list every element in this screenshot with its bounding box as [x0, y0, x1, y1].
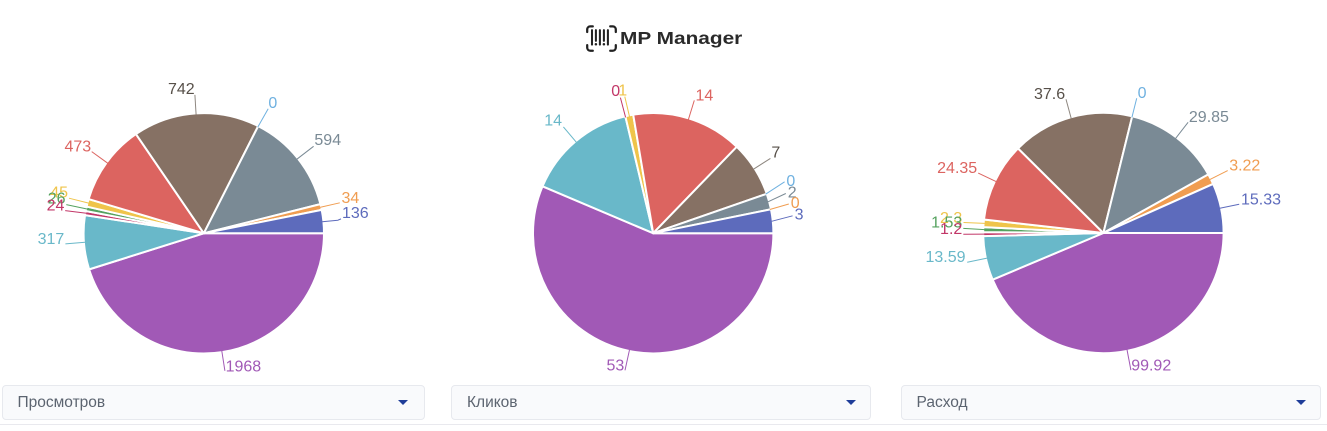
svg-text:0: 0 [268, 95, 277, 112]
svg-text:24.35: 24.35 [937, 160, 977, 177]
svg-text:0: 0 [1138, 85, 1147, 102]
svg-text:742: 742 [168, 81, 195, 98]
svg-text:37.6: 37.6 [1034, 86, 1065, 103]
svg-text:1: 1 [618, 83, 627, 100]
svg-text:3.22: 3.22 [1229, 158, 1260, 175]
svg-text:1.53: 1.53 [931, 215, 962, 232]
svg-text:594: 594 [314, 132, 341, 149]
svg-text:317: 317 [38, 231, 65, 248]
svg-text:0: 0 [611, 83, 620, 100]
svg-text:2: 2 [788, 184, 797, 201]
svg-text:7: 7 [771, 144, 780, 161]
svg-text:0: 0 [791, 195, 800, 212]
svg-text:14: 14 [544, 113, 562, 130]
svg-text:13.59: 13.59 [925, 249, 965, 266]
svg-text:14: 14 [696, 88, 714, 105]
svg-text:473: 473 [64, 138, 91, 155]
svg-text:1.2: 1.2 [940, 221, 962, 238]
svg-text:3: 3 [795, 206, 804, 223]
svg-text:53: 53 [607, 357, 625, 374]
svg-text:45: 45 [50, 184, 68, 201]
svg-text:26: 26 [48, 191, 66, 208]
svg-text:0: 0 [786, 173, 795, 190]
svg-text:2.3: 2.3 [940, 210, 962, 227]
svg-text:29.85: 29.85 [1189, 109, 1229, 126]
svg-text:1968: 1968 [226, 359, 262, 376]
svg-text:24: 24 [47, 197, 65, 214]
svg-text:99.92: 99.92 [1131, 358, 1171, 375]
svg-text:136: 136 [342, 205, 369, 222]
svg-text:34: 34 [342, 190, 360, 207]
svg-text:15.33: 15.33 [1241, 192, 1281, 209]
